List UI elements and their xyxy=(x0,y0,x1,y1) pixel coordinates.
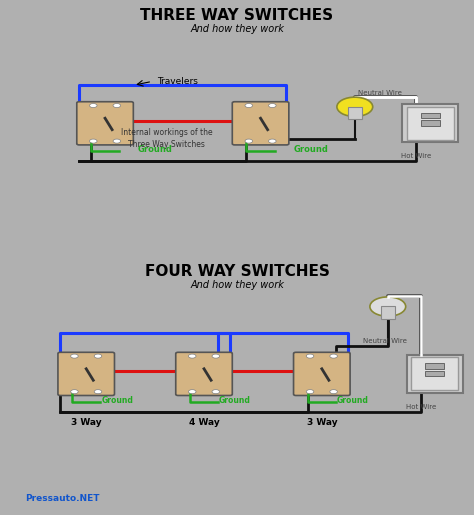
Circle shape xyxy=(94,354,102,358)
Circle shape xyxy=(113,104,120,108)
Text: 3 Way: 3 Way xyxy=(71,418,101,426)
Text: Ground: Ground xyxy=(138,146,173,154)
Circle shape xyxy=(212,390,219,393)
Text: Ground: Ground xyxy=(337,396,369,405)
FancyBboxPatch shape xyxy=(58,352,115,396)
Circle shape xyxy=(330,390,337,393)
Circle shape xyxy=(189,390,196,393)
Text: And how they work: And how they work xyxy=(190,24,284,35)
Text: 4 Way: 4 Way xyxy=(189,418,219,426)
FancyBboxPatch shape xyxy=(402,104,458,142)
Circle shape xyxy=(90,139,97,143)
FancyBboxPatch shape xyxy=(407,355,463,393)
Text: Ground: Ground xyxy=(293,146,328,154)
Bar xyxy=(348,107,362,119)
Circle shape xyxy=(370,297,406,316)
Text: Hot Wire: Hot Wire xyxy=(401,153,431,159)
Text: Ground: Ground xyxy=(101,396,133,405)
FancyBboxPatch shape xyxy=(411,357,458,390)
Bar xyxy=(381,306,395,318)
FancyBboxPatch shape xyxy=(176,352,232,396)
Circle shape xyxy=(71,390,78,393)
Text: Hot Wire: Hot Wire xyxy=(406,404,436,410)
Circle shape xyxy=(245,104,253,108)
Circle shape xyxy=(189,354,196,358)
Text: Ground: Ground xyxy=(219,396,251,405)
Circle shape xyxy=(90,104,97,108)
Bar xyxy=(421,113,439,118)
Circle shape xyxy=(337,97,373,116)
Circle shape xyxy=(212,354,219,358)
Text: Neutral Wire: Neutral Wire xyxy=(363,338,407,344)
Text: 3 Way: 3 Way xyxy=(307,418,337,426)
Bar xyxy=(426,371,444,376)
Circle shape xyxy=(269,104,276,108)
Text: And how they work: And how they work xyxy=(190,280,284,290)
Circle shape xyxy=(269,139,276,143)
Circle shape xyxy=(245,139,253,143)
Circle shape xyxy=(306,354,314,358)
Bar xyxy=(426,363,444,369)
FancyBboxPatch shape xyxy=(293,352,350,396)
Circle shape xyxy=(306,390,314,393)
Text: Pressauto.NET: Pressauto.NET xyxy=(25,494,100,504)
Circle shape xyxy=(94,390,102,393)
FancyBboxPatch shape xyxy=(407,107,454,140)
Text: THREE WAY SWITCHES: THREE WAY SWITCHES xyxy=(140,8,334,23)
Circle shape xyxy=(113,139,120,143)
FancyBboxPatch shape xyxy=(232,102,289,145)
Circle shape xyxy=(330,354,337,358)
Text: Neutral Wire: Neutral Wire xyxy=(358,90,402,96)
Bar xyxy=(421,121,439,126)
Text: Travelers: Travelers xyxy=(157,77,198,86)
FancyBboxPatch shape xyxy=(77,102,133,145)
Text: Internal workings of the
Three Way Switches: Internal workings of the Three Way Switc… xyxy=(120,128,212,149)
Circle shape xyxy=(71,354,78,358)
Text: FOUR WAY SWITCHES: FOUR WAY SWITCHES xyxy=(145,264,329,279)
